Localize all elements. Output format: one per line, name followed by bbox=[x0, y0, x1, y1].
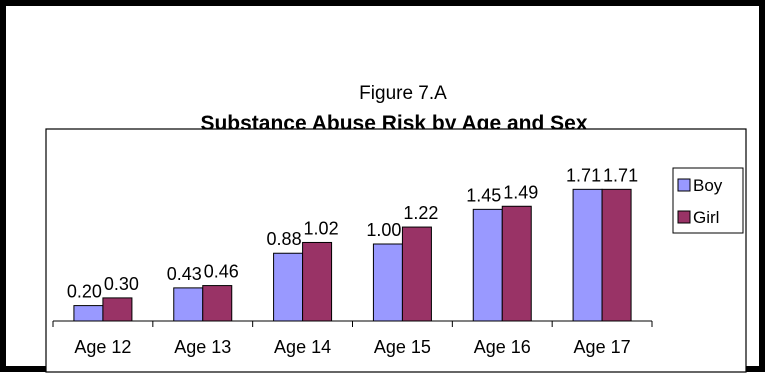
data-label-boy: 1.45 bbox=[466, 185, 501, 205]
bar-chart: Figure 7.A Substance Abuse Risk by Age a… bbox=[45, 83, 747, 373]
bar-girl bbox=[102, 297, 133, 322]
legend-swatch-girl bbox=[677, 210, 691, 224]
category-label: Age 14 bbox=[274, 337, 331, 357]
bar-boy bbox=[372, 243, 403, 322]
data-label-girl: 0.30 bbox=[104, 274, 139, 294]
data-label-girl: 1.22 bbox=[403, 203, 438, 223]
legend-label-girl: Girl bbox=[693, 208, 719, 227]
value-labels-group: 0.20 0.30 0.43 0.46 0.881.02 1.001.22 1.45 1.49… bbox=[67, 165, 638, 301]
bar-boy bbox=[273, 252, 304, 322]
category-labels-group: Age 12 Age 13 Age 14 Age 15 Age 16 Age 17 bbox=[74, 337, 630, 357]
data-label-girl: 1.02 bbox=[304, 218, 339, 238]
bar-girl bbox=[501, 205, 532, 322]
data-label-girl: 1.71 bbox=[603, 165, 638, 185]
data-label-boy: 0.20 bbox=[67, 282, 102, 302]
category-label: Age 17 bbox=[574, 337, 631, 357]
figure-label: Figure 7.A bbox=[359, 83, 447, 104]
bar-boy bbox=[572, 188, 603, 322]
legend-swatch-boy bbox=[677, 178, 691, 192]
legend-label-boy: Boy bbox=[693, 176, 723, 195]
x-axis-ticks bbox=[52, 321, 653, 327]
data-label-boy: 0.88 bbox=[267, 229, 302, 249]
data-label-girl: 1.49 bbox=[503, 182, 538, 202]
bar-boy bbox=[73, 305, 104, 322]
data-label-boy: 0.43 bbox=[167, 264, 202, 284]
bar-girl bbox=[202, 285, 233, 322]
legend: Boy Girl bbox=[672, 167, 744, 234]
data-label-boy: 1.71 bbox=[566, 165, 601, 185]
bars-group bbox=[73, 188, 632, 322]
category-label: Age 13 bbox=[174, 337, 231, 357]
category-label: Age 12 bbox=[74, 337, 131, 357]
bar-boy bbox=[472, 208, 503, 322]
category-label: Age 16 bbox=[474, 337, 531, 357]
bar-girl bbox=[401, 226, 432, 322]
bar-boy bbox=[173, 287, 204, 322]
bar-girl bbox=[601, 188, 632, 322]
data-label-girl: 0.46 bbox=[204, 262, 239, 282]
category-label: Age 15 bbox=[374, 337, 431, 357]
bar-girl bbox=[302, 241, 333, 322]
data-label-boy: 1.00 bbox=[366, 220, 401, 240]
